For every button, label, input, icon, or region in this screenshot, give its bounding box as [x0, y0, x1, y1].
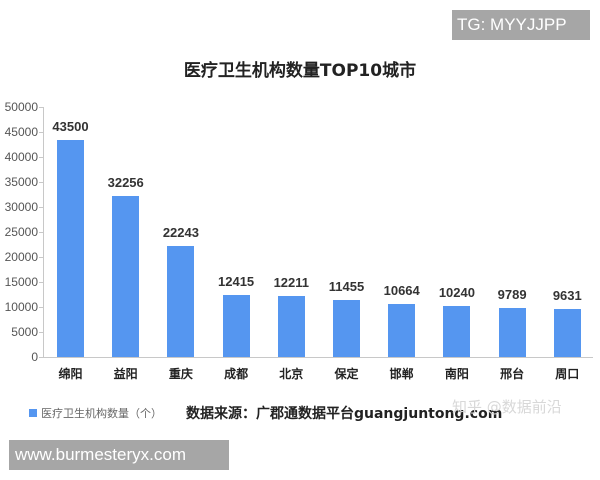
data-label: 10664 [383, 282, 420, 298]
data-label: 10240 [438, 284, 475, 300]
x-axis-line [43, 357, 593, 358]
y-tick-mark [39, 257, 43, 258]
y-tick-mark [39, 207, 43, 208]
y-tick-label: 45000 [4, 125, 38, 139]
data-label: 12415 [218, 273, 255, 289]
data-label: 11455 [328, 278, 365, 294]
bar [333, 299, 360, 357]
site-watermark: www.burmesteryx.com [9, 440, 229, 470]
bar [553, 308, 581, 357]
y-tick-mark [39, 307, 43, 308]
x-tick-label: 保定 [334, 367, 359, 381]
x-tick-label: 重庆 [168, 367, 193, 381]
zhihu-watermark: 知乎 @数据前沿 [452, 398, 562, 416]
y-tick-label: 10000 [4, 300, 38, 314]
y-tick-mark [39, 157, 43, 158]
bar [388, 303, 416, 357]
x-tick-label: 周口 [555, 367, 580, 381]
data-label: 9789 [497, 287, 527, 303]
y-tick-label: 30000 [4, 200, 38, 214]
y-tick-mark [39, 282, 43, 283]
y-tick-label: 25000 [4, 225, 38, 239]
y-tick-label: 50000 [4, 100, 38, 114]
bar [112, 195, 140, 357]
y-tick-label: 0 [31, 350, 38, 364]
y-tick-label: 40000 [4, 150, 38, 164]
legend-swatch [29, 409, 37, 417]
bar [167, 245, 195, 357]
y-tick-label: 15000 [4, 275, 38, 289]
bar [57, 139, 84, 357]
y-axis-line [43, 107, 44, 358]
chart-title: 医疗卫生机构数量TOP10城市 [183, 61, 417, 81]
y-tick-mark [39, 182, 43, 183]
bar [222, 294, 250, 357]
x-tick-label: 北京 [279, 367, 304, 381]
bar [498, 308, 526, 357]
y-tick-label: 5000 [11, 325, 38, 339]
data-label: 22243 [162, 224, 199, 240]
tg-watermark: TG: MYYJJPP [452, 10, 590, 40]
bar [277, 295, 305, 357]
y-tick-label: 20000 [4, 250, 38, 264]
y-tick-mark [39, 332, 43, 333]
data-label: 12211 [273, 274, 310, 290]
y-tick-mark [39, 132, 43, 133]
data-label: 43500 [52, 118, 89, 134]
x-tick-label: 益阳 [113, 367, 138, 381]
bar [443, 305, 471, 357]
y-tick-mark [39, 357, 43, 358]
x-tick-label: 南阳 [444, 367, 469, 381]
legend: 医疗卫生机构数量（个） [29, 405, 162, 421]
x-tick-label: 成都 [224, 367, 249, 381]
data-label: 32256 [107, 174, 144, 190]
x-tick-label: 邯郸 [389, 367, 414, 381]
x-tick-label: 绵阳 [58, 367, 83, 381]
y-tick-label: 35000 [4, 175, 38, 189]
legend-label: 医疗卫生机构数量（个） [41, 407, 162, 420]
data-label: 9631 [552, 287, 582, 303]
x-tick-label: 邢台 [500, 367, 525, 381]
source-note: 数据来源：广郡通数据平台guangjuntong.com [186, 406, 503, 422]
y-tick-mark [39, 232, 43, 233]
y-tick-mark [39, 107, 43, 108]
